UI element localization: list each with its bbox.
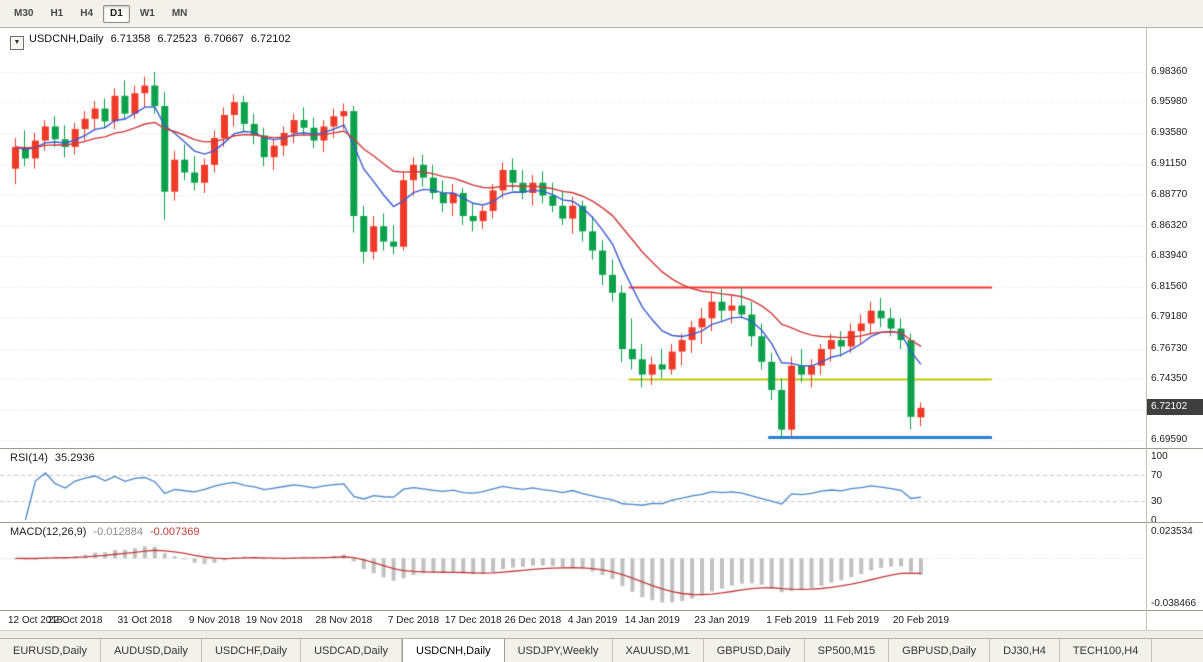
candlestick-canvas[interactable] bbox=[0, 28, 1146, 448]
price-chart-pane: ▼ USDCNH,Daily 6.71358 6.72523 6.70667 6.7210… bbox=[0, 28, 1203, 448]
ohlc-high: 6.72523 bbox=[157, 33, 198, 45]
chart-tab-gbpusd-daily[interactable]: GBPUSD,Daily bbox=[889, 639, 991, 662]
price-axis-label: 6.93580 bbox=[1151, 127, 1188, 139]
chart-scroll-strip bbox=[0, 630, 1203, 638]
timeframe-button-mn[interactable]: MN bbox=[171, 7, 188, 19]
date-axis-label: 17 Dec 2018 bbox=[444, 615, 502, 626]
chart-tab-tech100-h4[interactable]: TECH100,H4 bbox=[1060, 639, 1153, 662]
date-axis-label: 26 Dec 2018 bbox=[504, 615, 562, 626]
rsi-axis-label: 70 bbox=[1151, 470, 1163, 482]
timeframe-toolbar: M30 H1 H4 D1 W1 MN bbox=[0, 0, 1203, 28]
rsi-axis-label: 30 bbox=[1151, 495, 1163, 507]
chart-tab-eurusd-daily[interactable]: EURUSD,Daily bbox=[0, 639, 101, 662]
macd-scale-max: 0.023534 bbox=[1151, 526, 1193, 537]
chart-tabs-bar: EURUSD,Daily AUDUSD,Daily USDCHF,Daily USDC… bbox=[0, 638, 1203, 662]
date-axis-label: 1 Feb 2019 bbox=[766, 615, 817, 626]
price-axis-label: 6.81560 bbox=[1151, 280, 1188, 292]
rsi-label: RSI(14) 35.2936 bbox=[10, 452, 95, 464]
date-axis-label: 23 Jan 2019 bbox=[694, 615, 750, 626]
rsi-axis-label: 0 bbox=[1151, 515, 1157, 526]
ohlc-low: 6.70667 bbox=[204, 33, 244, 45]
chart-title: ▼ USDCNH,Daily 6.71358 6.72523 6.70667 6.7210… bbox=[10, 33, 291, 50]
chart-tab-usdcnh-daily[interactable]: USDCNH,Daily bbox=[402, 639, 505, 662]
chart-tab-sp500-m15[interactable]: SP500,M15 bbox=[805, 639, 890, 662]
price-axis-label: 6.95980 bbox=[1151, 96, 1188, 108]
price-axis-label: 6.88770 bbox=[1151, 188, 1188, 200]
rsi-name: RSI(14) bbox=[10, 452, 48, 464]
macd-indicator-pane: MACD(12,26,9) -0.012884 -0.007369 0.023534… bbox=[0, 522, 1203, 610]
chart-window: ▼ USDCNH,Daily 6.71358 6.72523 6.70667 6.7210… bbox=[0, 28, 1203, 630]
ohlc-close: 6.72102 bbox=[250, 33, 291, 45]
timeframe-button-d1[interactable]: D1 bbox=[103, 4, 130, 23]
price-axis-label: 6.91150 bbox=[1151, 158, 1187, 170]
timeframe-button-m30[interactable]: M30 bbox=[14, 7, 34, 19]
timeframe-button-h4[interactable]: H4 bbox=[80, 7, 94, 19]
chart-tab-usdcad-daily[interactable]: USDCAD,Daily bbox=[301, 639, 403, 662]
price-axis-label: 6.83940 bbox=[1151, 250, 1188, 262]
price-axis-label: 6.74350 bbox=[1151, 373, 1188, 385]
chart-tab-gbpusd-daily[interactable]: GBPUSD,Daily bbox=[704, 639, 805, 662]
price-axis-label: 6.79180 bbox=[1151, 311, 1188, 323]
chart-tab-audusd-daily[interactable]: AUDUSD,Daily bbox=[101, 639, 202, 662]
chart-tab-usdjpy-weekly[interactable]: USDJPY,Weekly bbox=[505, 639, 613, 662]
date-axis-label: 28 Nov 2018 bbox=[315, 615, 373, 626]
current-price-badge: 6.72102 bbox=[1147, 398, 1203, 415]
ohlc-open: 6.71358 bbox=[110, 33, 151, 45]
date-axis[interactable]: 12 Oct 2018 22 Oct 2018 31 Oct 2018 9 Nov 2… bbox=[0, 610, 1203, 630]
price-axis-label: 6.76730 bbox=[1151, 342, 1188, 354]
macd-scale-min: -0.038466 bbox=[1151, 598, 1197, 609]
date-axis-label: 14 Jan 2019 bbox=[624, 615, 680, 626]
macd-label: MACD(12,26,9) -0.012884 -0.007369 bbox=[10, 526, 200, 538]
price-axis-label: 6.98360 bbox=[1151, 66, 1188, 77]
timeframe-button-h1[interactable]: H1 bbox=[50, 7, 64, 19]
macd-name: MACD(12,26,9) bbox=[10, 526, 87, 538]
date-axis-label: 12 Oct 2018 bbox=[8, 615, 63, 626]
macd-canvas[interactable] bbox=[0, 523, 1146, 610]
date-axis-label: 19 Nov 2018 bbox=[245, 615, 303, 626]
price-axis-label: 6.69590 bbox=[1151, 433, 1188, 445]
date-axis-label: 22 Oct 2018 bbox=[47, 615, 103, 626]
date-axis-label: 7 Dec 2018 bbox=[387, 615, 440, 626]
date-axis-label: 4 Jan 2019 bbox=[567, 615, 618, 626]
rsi-value: 35.2936 bbox=[54, 452, 95, 464]
rsi-canvas[interactable] bbox=[0, 449, 1146, 522]
chart-tab-usdchf-daily[interactable]: USDCHF,Daily bbox=[202, 639, 302, 662]
rsi-axis-label: 100 bbox=[1151, 451, 1168, 462]
chart-menu-icon[interactable]: ▼ bbox=[10, 36, 24, 50]
date-axis-label: 20 Feb 2019 bbox=[892, 615, 950, 626]
chart-tab-xauusd-m1[interactable]: XAUUSD,M1 bbox=[613, 639, 704, 662]
date-axis-label: 11 Feb 2019 bbox=[823, 615, 880, 626]
date-axis-label: 31 Oct 2018 bbox=[117, 615, 173, 626]
date-axis-label: 9 Nov 2018 bbox=[188, 615, 241, 626]
timeframe-button-w1[interactable]: W1 bbox=[139, 7, 155, 19]
rsi-indicator-pane: RSI(14) 35.2936 100 70 30 0 bbox=[0, 448, 1203, 526]
price-axis-label: 6.86320 bbox=[1151, 219, 1188, 231]
macd-main-value: -0.012884 bbox=[93, 526, 143, 538]
chart-symbol-label: USDCNH,Daily bbox=[29, 33, 104, 45]
chart-tab-dj30-h4[interactable]: DJ30,H4 bbox=[990, 639, 1060, 662]
macd-signal-value: -0.007369 bbox=[149, 526, 200, 538]
price-axis-separator bbox=[1146, 28, 1147, 630]
